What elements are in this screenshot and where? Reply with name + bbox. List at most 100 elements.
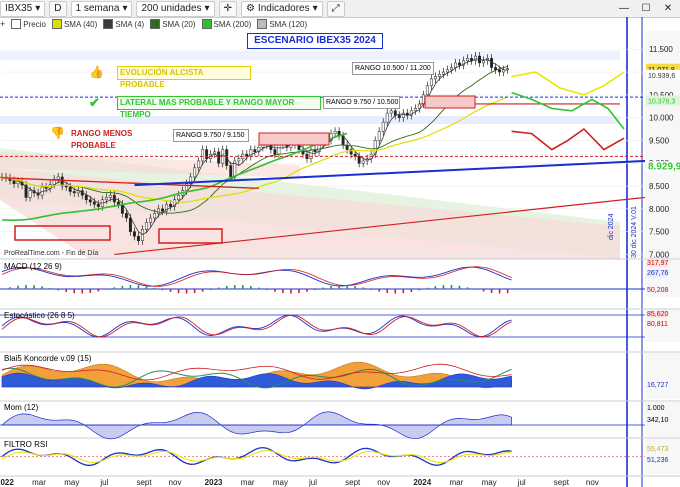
candle-body xyxy=(44,186,48,189)
macd-histogram-bar xyxy=(153,287,156,290)
candle-body xyxy=(381,121,385,132)
x-tick-label: mar xyxy=(449,478,463,487)
candle-body xyxy=(309,149,313,159)
macd-histogram-bar xyxy=(217,287,220,290)
x-tick-label: jul xyxy=(308,478,317,487)
koncorde-value: 16,727 xyxy=(647,382,669,389)
x-tick-label: mar xyxy=(32,478,46,487)
maximize-icon[interactable]: ☐ xyxy=(641,3,651,14)
rsi-blue-line xyxy=(1,446,512,467)
legend-item-price[interactable]: Precio xyxy=(11,19,46,29)
macd-histogram-bar xyxy=(314,289,316,291)
candle-body xyxy=(397,115,401,118)
macd-histogram-bar xyxy=(49,287,51,290)
vline-label-1: dic 2024 xyxy=(608,213,615,240)
legend-item-sma200[interactable]: SMA (200) xyxy=(201,19,251,29)
candle-body xyxy=(213,151,217,155)
macd-histogram-bar xyxy=(458,285,461,290)
mom-label: Mom (12) xyxy=(4,403,39,412)
macd-histogram-bar xyxy=(129,285,132,290)
candle-body xyxy=(149,217,152,223)
candle-body xyxy=(88,199,92,203)
checkbox-icon xyxy=(11,19,22,29)
candle-body xyxy=(124,213,128,219)
candle-body xyxy=(72,191,76,194)
x-tick-label: may xyxy=(273,478,288,487)
macd-histogram-bar xyxy=(33,285,35,290)
candle-body xyxy=(494,67,498,71)
indicators-button[interactable]: ⚙ Indicadores ▾ xyxy=(240,0,323,17)
candle-body xyxy=(205,149,209,159)
candle-body xyxy=(132,231,136,237)
candle-body xyxy=(165,204,168,212)
candle-body xyxy=(201,149,205,162)
units-selector[interactable]: 200 unidades ▾ xyxy=(136,0,215,17)
bull-projection xyxy=(511,71,625,96)
candle-body xyxy=(56,176,60,180)
macd-histogram-bar xyxy=(322,287,324,290)
macd-histogram-bar xyxy=(177,289,180,294)
candle-body xyxy=(108,194,112,198)
candle-body xyxy=(393,110,397,116)
zoom-button[interactable]: ⤢ xyxy=(326,0,345,17)
candle-body xyxy=(229,165,233,178)
macd-histogram-bar xyxy=(241,285,244,290)
macd-histogram-bar xyxy=(97,289,100,292)
lateral-projection xyxy=(511,91,625,130)
checkbox-icon xyxy=(150,19,161,29)
price-label-bg xyxy=(646,161,680,172)
red-channel-upper xyxy=(0,152,300,178)
legend-item-sma4[interactable]: SMA (4) xyxy=(103,19,144,29)
macd-histogram-bar xyxy=(225,285,228,290)
candle-body xyxy=(92,201,96,205)
candle-body xyxy=(470,58,473,61)
rsi-label: FILTRO RSI xyxy=(4,440,48,449)
close-icon[interactable]: ✕ xyxy=(663,3,673,14)
indicators-icon: ⚙ xyxy=(245,3,255,14)
bear-label: RANGO MENOS PROBABLE xyxy=(71,129,133,150)
candle-body xyxy=(417,103,421,109)
macd-histogram-bar xyxy=(250,286,252,290)
toolbar: IBX35 ▾ D 1 semana ▾ 200 unidades ▾ ✛ ⚙ … xyxy=(0,0,680,18)
candle-body xyxy=(377,131,381,141)
macd-histogram-bar xyxy=(442,285,445,290)
macd-histogram-bar xyxy=(121,285,124,290)
legend-item-sma40[interactable]: SMA (40) xyxy=(51,19,97,29)
legend-item-sma20[interactable]: SMA (20) xyxy=(150,19,196,29)
toggle-plus-icon[interactable]: + xyxy=(0,19,6,29)
legend-item-sma120[interactable]: SMA (120) xyxy=(257,19,307,29)
candle-body xyxy=(12,180,16,185)
macd-histogram-bar xyxy=(290,289,292,294)
rango3-box: RANGO 9.750 / 9.150 xyxy=(173,129,249,142)
stoch-d-line xyxy=(1,314,512,338)
thumbs-up-icon: 👍 xyxy=(89,65,104,79)
candle-body xyxy=(389,110,393,114)
price-label-bg xyxy=(646,63,680,74)
macd-histogram-bar xyxy=(185,289,188,294)
macd-histogram-bar xyxy=(354,285,356,290)
crosshair-button[interactable]: ✛ xyxy=(218,0,237,17)
checkbox-icon xyxy=(257,19,268,29)
macd-histogram-bar xyxy=(346,285,348,290)
candle-body xyxy=(361,160,365,164)
lateral-zone xyxy=(0,116,620,124)
scenario-title: ESCENARIO IBEX35 2024 xyxy=(247,33,383,49)
macd-histogram-bar xyxy=(1,289,3,290)
checkbox-icon xyxy=(103,19,114,29)
checkbox-icon xyxy=(51,19,62,29)
stoch-k-line xyxy=(1,314,512,338)
macd-histogram-bar xyxy=(266,289,268,291)
candle-body xyxy=(257,147,261,153)
period-selector[interactable]: 1 semana ▾ xyxy=(70,0,133,17)
vline-label-2: 30 dic 2024 V.01 xyxy=(631,206,638,258)
data-mode-button[interactable]: D xyxy=(49,0,67,17)
macd-histogram-bar xyxy=(282,289,284,294)
low-box-2 xyxy=(158,228,223,244)
candle-body xyxy=(197,160,201,169)
minimize-icon[interactable]: — xyxy=(619,3,629,14)
symbol-selector[interactable]: IBX35 ▾ xyxy=(0,0,46,17)
candle-body xyxy=(401,112,405,118)
blue-trendline xyxy=(134,159,646,187)
macd-histogram-bar xyxy=(338,285,340,290)
